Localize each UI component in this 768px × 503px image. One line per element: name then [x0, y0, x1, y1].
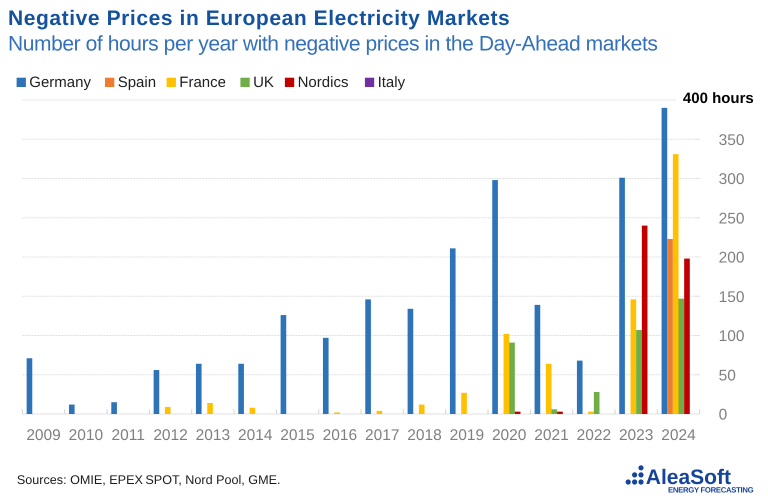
svg-text:2014: 2014 [238, 427, 273, 444]
svg-text:2022: 2022 [577, 427, 611, 444]
svg-text:Number of hours per year with: Number of hours per year with negative p… [8, 32, 657, 55]
svg-text:France: France [179, 74, 226, 91]
svg-text:2024: 2024 [661, 427, 696, 444]
svg-text:400 hours: 400 hours [683, 90, 754, 107]
svg-text:2011: 2011 [112, 427, 145, 444]
svg-text:2020: 2020 [492, 427, 527, 444]
svg-text:2023: 2023 [619, 427, 653, 444]
svg-text:ENERGY FORECASTING: ENERGY FORECASTING [668, 486, 754, 495]
svg-text:2012: 2012 [153, 427, 187, 444]
svg-text:Spain: Spain [118, 74, 156, 91]
svg-text:250: 250 [719, 210, 745, 227]
svg-text:Negative Prices in European El: Negative Prices in European Electricity … [8, 7, 510, 30]
svg-text:2017: 2017 [365, 427, 399, 444]
svg-text:2010: 2010 [69, 427, 104, 444]
svg-text:350: 350 [719, 132, 745, 149]
svg-text:300: 300 [719, 171, 745, 188]
svg-text:50: 50 [719, 367, 737, 384]
svg-text:2021: 2021 [534, 427, 568, 444]
svg-text:2019: 2019 [450, 427, 484, 444]
svg-text:UK: UK [253, 74, 274, 91]
svg-text:0: 0 [719, 407, 728, 424]
svg-text:AleaSoft: AleaSoft [646, 466, 731, 489]
svg-text:2015: 2015 [280, 427, 314, 444]
svg-text:200: 200 [719, 250, 745, 267]
svg-text:100: 100 [719, 328, 745, 345]
svg-text:2018: 2018 [407, 427, 441, 444]
svg-text:2016: 2016 [323, 427, 357, 444]
svg-text:Nordics: Nordics [298, 74, 349, 91]
svg-text:Germany: Germany [29, 74, 91, 91]
svg-text:150: 150 [719, 289, 745, 306]
svg-text:Sources: OMIE, EPEX SPOT, Nord: Sources: OMIE, EPEX SPOT, Nord Pool, GME… [17, 473, 281, 487]
svg-text:2009: 2009 [26, 427, 60, 444]
svg-text:2013: 2013 [196, 427, 230, 444]
svg-text:Italy: Italy [378, 74, 406, 91]
